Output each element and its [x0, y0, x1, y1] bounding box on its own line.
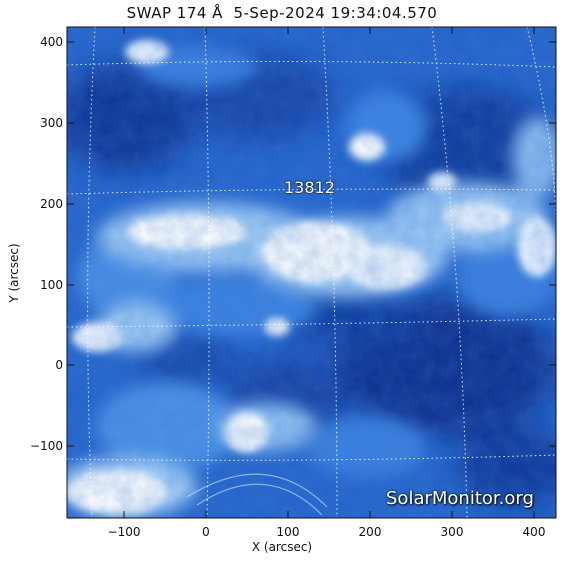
watermark: SolarMonitor.org	[386, 488, 534, 509]
y-ticks	[67, 41, 556, 447]
euv-image	[67, 27, 556, 518]
x-tick-label: −100	[107, 525, 141, 539]
x-tick-label: 0	[202, 525, 210, 539]
coronal-loops	[186, 473, 328, 516]
y-axis-label: Y (arcsec)	[7, 243, 21, 303]
y-tick-label: 200	[40, 197, 63, 211]
x-ticks	[123, 27, 535, 518]
x-tick-label: 200	[358, 525, 382, 539]
y-tick-label: 400	[40, 35, 63, 49]
y-tick-label: 0	[55, 358, 63, 372]
y-tick-label: 100	[40, 278, 63, 292]
plot-title: SWAP 174 Å 5-Sep-2024 19:34:04.570	[126, 4, 438, 22]
heliographic-grid	[67, 27, 556, 518]
x-tick-label: 100	[276, 525, 300, 539]
active-region-label: 13812	[284, 178, 335, 197]
y-tick-label: 300	[40, 116, 63, 130]
solar-image-frame	[67, 27, 556, 518]
x-axis-label: X (arcsec)	[251, 540, 313, 554]
x-tick-label: 300	[440, 525, 464, 539]
image-grain	[67, 27, 556, 518]
y-tick-label: −100	[30, 439, 63, 453]
x-tick-label: 400	[522, 525, 546, 539]
